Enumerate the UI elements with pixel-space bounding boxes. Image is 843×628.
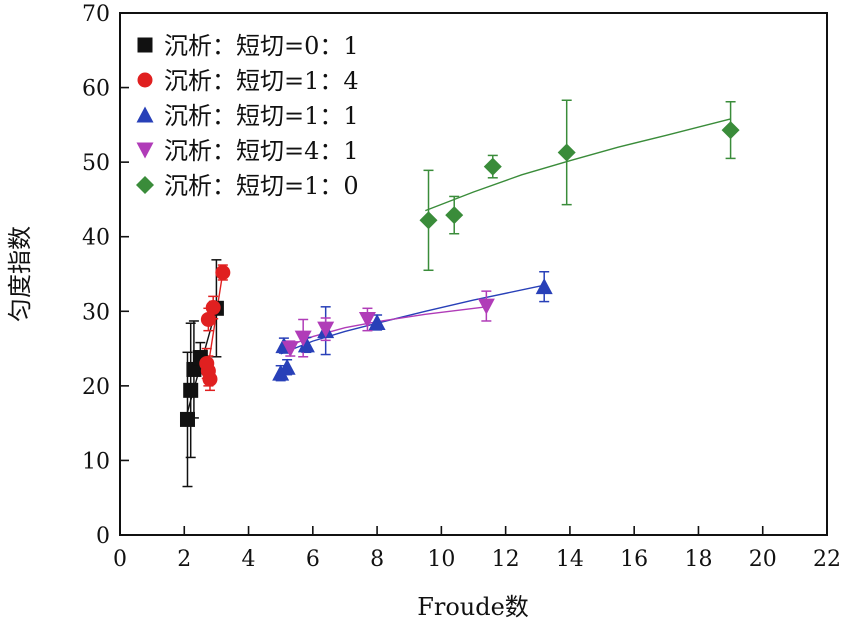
x-tick-label: 20 [749,547,777,572]
legend: 沉析：短切=0：1 沉析：短切=1：4 沉析：短切=1：1 沉析：短切=4：1 沉析：短… [136,32,359,200]
y-tick-label: 70 [82,2,110,27]
data-points [179,121,740,427]
data-point [557,143,576,162]
x-tick-label: 18 [684,547,712,572]
data-point [200,311,216,327]
data-point [721,121,740,140]
y-tick-label: 0 [96,524,110,549]
data-point [317,321,335,338]
x-axis-ticks: 0 2 4 6 8 10 12 14 16 18 20 22 [113,526,841,572]
data-point [278,358,296,375]
x-tick-label: 4 [242,547,256,572]
data-point [183,382,199,398]
legend-marker [136,142,154,159]
legend-marker [137,37,153,53]
data-point [281,341,299,358]
x-tick-label: 10 [427,547,455,572]
legend-label: 沉析：短切=4：1 [164,137,359,165]
data-point [297,336,315,353]
legend-marker [137,72,153,88]
x-tick-label: 16 [620,547,648,572]
data-point [215,265,231,281]
fit-line [280,284,545,355]
data-point [179,411,195,427]
x-tick-label: 2 [177,547,191,572]
y-tick-label: 10 [82,449,110,474]
data-point [205,300,221,316]
legend-marker [136,176,154,194]
y-axis-ticks: 0 10 20 30 40 50 60 70 [82,2,129,549]
x-tick-label: 8 [370,547,384,572]
data-point [202,371,218,387]
data-point [477,298,495,315]
plot-frame [119,12,828,536]
x-tick-label: 22 [813,547,841,572]
data-point [294,330,312,347]
data-point [358,311,376,328]
data-point [445,206,464,225]
y-tick-label: 50 [82,151,110,176]
y-tick-label: 40 [82,226,110,251]
data-point [483,157,502,176]
data-point [535,278,553,295]
fit-line [286,306,487,347]
legend-label: 沉析：短切=1：1 [164,102,359,130]
x-tick-label: 0 [113,547,127,572]
x-axis-title: Froude数 [417,593,529,621]
legend-label: 沉析：短切=1：4 [164,67,359,95]
legend-label: 沉析：短切=0：1 [164,32,359,60]
y-tick-label: 20 [82,375,110,400]
data-point [186,361,202,377]
y-axis-title: 匀度指数 [6,226,34,322]
fit-line [425,118,731,212]
y-tick-label: 60 [82,77,110,102]
x-tick-label: 12 [492,547,520,572]
x-tick-label: 14 [556,547,584,572]
x-tick-label: 6 [306,547,320,572]
data-point [419,211,438,230]
y-tick-label: 30 [82,300,110,325]
legend-marker [136,106,154,123]
data-point [368,313,386,330]
legend-label: 沉析：短切=1：0 [164,172,359,200]
